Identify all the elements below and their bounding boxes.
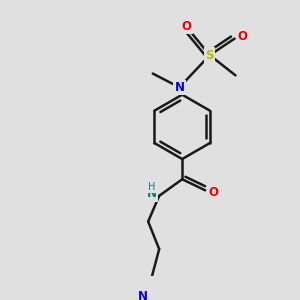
Text: O: O (208, 186, 218, 199)
Text: N: N (147, 188, 157, 200)
Text: S: S (206, 49, 214, 62)
Text: O: O (182, 20, 192, 33)
Text: N: N (138, 290, 148, 300)
Text: H: H (148, 182, 155, 192)
Text: N: N (174, 81, 184, 94)
Text: O: O (237, 30, 247, 43)
